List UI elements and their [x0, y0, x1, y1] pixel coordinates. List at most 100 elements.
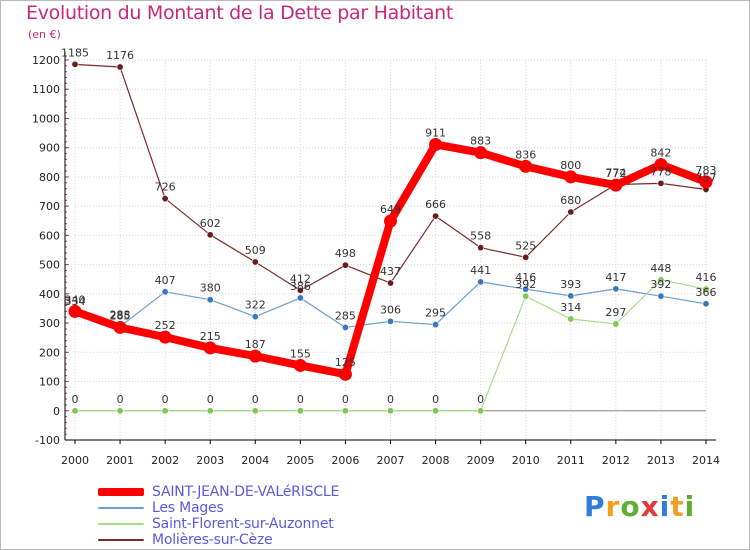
data-label: 386: [290, 280, 311, 293]
y-tick-label: 400: [39, 288, 60, 301]
data-label: 509: [245, 244, 266, 257]
data-label: 314: [560, 301, 581, 314]
data-point: [113, 320, 127, 334]
data-label: 0: [162, 393, 169, 406]
data-point: [386, 279, 394, 287]
data-label: 187: [245, 338, 266, 351]
data-label: 525: [515, 239, 536, 252]
y-tick-label: 900: [39, 142, 60, 155]
data-label: 0: [432, 393, 439, 406]
data-point: [296, 294, 304, 302]
data-point: [567, 208, 575, 216]
data-label: 1176: [106, 49, 134, 62]
data-label: 649: [380, 203, 401, 216]
data-label: 366: [696, 286, 717, 299]
data-label: 125: [335, 356, 356, 369]
data-label: 883: [470, 135, 491, 148]
data-point: [612, 285, 620, 293]
data-label: 295: [425, 307, 446, 320]
data-label: 417: [605, 271, 626, 284]
y-tick-label: 1200: [32, 54, 60, 67]
data-point: [116, 407, 124, 415]
data-label: 155: [290, 347, 311, 360]
y-tick-label: 700: [39, 200, 60, 213]
data-point: [657, 292, 665, 300]
legend-label: Les Mages: [152, 500, 224, 516]
y-tick-label: 800: [39, 171, 60, 184]
x-tick-label: 2012: [602, 454, 630, 467]
data-label: 836: [515, 148, 536, 161]
data-label: 726: [155, 181, 176, 194]
x-tick-label: 2007: [377, 454, 405, 467]
data-point: [429, 137, 443, 151]
x-tick-label: 2008: [422, 454, 450, 467]
legend-swatch: [98, 523, 144, 525]
x-tick-label: 2002: [151, 454, 179, 467]
legend-label: Molières-sur-Cèze: [152, 532, 273, 548]
data-label: 0: [342, 393, 349, 406]
legend-item: Les Mages: [98, 500, 339, 516]
x-tick-label: 2010: [512, 454, 540, 467]
data-label: 558: [470, 230, 491, 243]
legend-swatch: [98, 539, 144, 541]
data-point: [341, 323, 349, 331]
data-point: [522, 292, 530, 300]
data-label: 911: [425, 126, 446, 139]
data-point: [522, 253, 530, 261]
y-tick-label: 1100: [32, 83, 60, 96]
data-label: 252: [155, 319, 176, 332]
data-point: [206, 407, 214, 415]
data-point: [296, 286, 304, 294]
data-point: [161, 288, 169, 296]
data-label: 602: [200, 217, 221, 230]
data-label: 666: [425, 198, 446, 211]
data-label: 0: [477, 393, 484, 406]
data-point: [384, 214, 397, 228]
data-point: [477, 278, 485, 286]
data-point: [206, 231, 214, 239]
data-label: 0: [72, 393, 79, 406]
legend-item: Saint-Florent-sur-Auzonnet: [98, 516, 339, 532]
data-point: [386, 317, 394, 325]
x-tick-label: 2006: [331, 454, 359, 467]
data-point: [657, 276, 665, 284]
data-point: [702, 300, 710, 308]
data-label: 407: [155, 274, 176, 287]
data-point: [567, 292, 575, 300]
data-point: [564, 170, 578, 184]
data-label: 393: [560, 278, 581, 291]
data-point: [609, 178, 623, 192]
data-point: [657, 179, 665, 187]
x-tick-label: 2004: [241, 454, 269, 467]
data-point: [567, 315, 575, 323]
y-tick-label: 200: [39, 346, 60, 359]
logo-letter: i: [659, 490, 671, 523]
data-label: 778: [650, 165, 671, 178]
data-point: [71, 60, 79, 68]
y-tick-label: 0: [53, 405, 60, 418]
x-tick-label: 2009: [467, 454, 495, 467]
x-tick-label: 2001: [106, 454, 134, 467]
data-label: 306: [380, 303, 401, 316]
legend-item: Molières-sur-Cèze: [98, 532, 339, 548]
data-point: [474, 146, 488, 160]
data-label: 842: [650, 147, 671, 160]
data-point: [161, 195, 169, 203]
x-tick-label: 2011: [557, 454, 585, 467]
data-label: 392: [650, 278, 671, 291]
data-label: 380: [200, 282, 221, 295]
data-label: 757: [696, 171, 717, 184]
data-point: [702, 285, 710, 293]
data-point: [338, 367, 352, 381]
data-point: [522, 285, 530, 293]
x-tick-label: 2003: [196, 454, 224, 467]
data-label: 437: [380, 265, 401, 278]
y-tick-label: 100: [39, 376, 60, 389]
data-label: 412: [290, 272, 311, 285]
legend-label: Saint-Florent-sur-Auzonnet: [152, 516, 334, 532]
data-label: 772: [605, 167, 626, 180]
legend-swatch: [98, 488, 144, 496]
data-point: [248, 349, 262, 363]
data-label: 680: [560, 194, 581, 207]
data-point: [161, 407, 169, 415]
